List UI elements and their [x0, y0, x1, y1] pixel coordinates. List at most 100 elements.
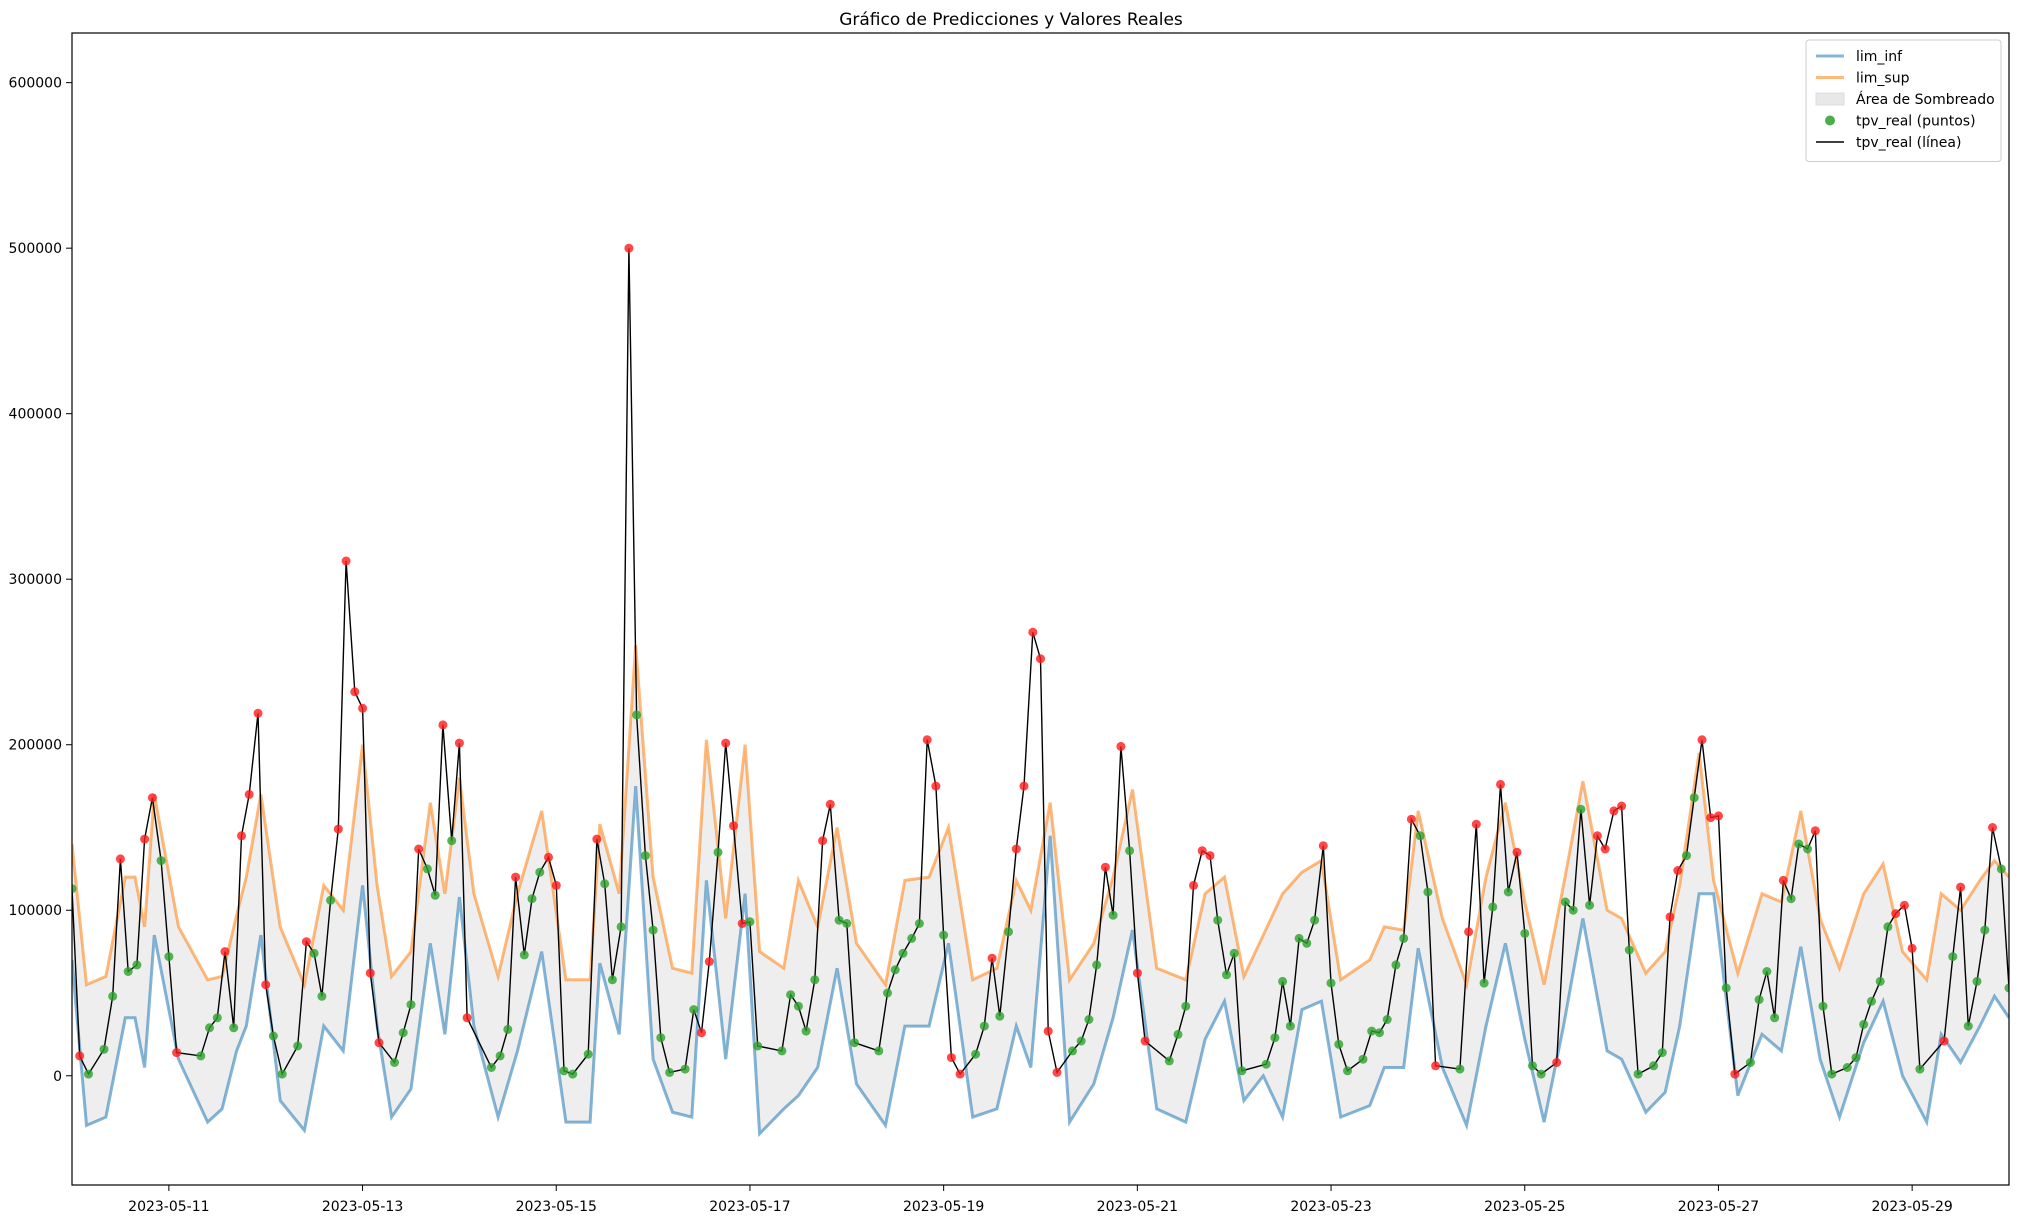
- point-in-range: [1343, 1066, 1352, 1076]
- point-in-range: [1689, 793, 1699, 803]
- point-in-range: [99, 1044, 109, 1054]
- point-out-of-range: [551, 880, 561, 890]
- point-in-range: [1294, 933, 1304, 943]
- point-out-of-range: [1132, 968, 1142, 978]
- point-in-range: [939, 930, 949, 940]
- x-tick-label: 2023-05-25: [1484, 1199, 1565, 1215]
- point-out-of-range: [1600, 844, 1610, 854]
- point-in-range: [1624, 945, 1634, 955]
- point-in-range: [1181, 1001, 1191, 1011]
- point-in-range: [495, 1051, 505, 1061]
- point-in-range: [616, 922, 626, 932]
- point-in-range: [1827, 1069, 1837, 1079]
- point-in-range: [1415, 831, 1425, 841]
- point-in-range: [212, 1013, 222, 1023]
- point-out-of-range: [697, 1028, 706, 1038]
- point-in-range: [1237, 1066, 1247, 1076]
- point-out-of-range: [1189, 880, 1198, 890]
- point-in-range: [648, 925, 658, 935]
- point-out-of-range: [414, 844, 424, 854]
- point-in-range: [1803, 844, 1813, 854]
- x-tick-label: 2023-05-15: [516, 1199, 597, 1215]
- point-in-range: [786, 990, 796, 1000]
- point-out-of-range: [1028, 627, 1038, 637]
- point-in-range: [1818, 1001, 1828, 1011]
- point-out-of-range: [261, 980, 271, 990]
- point-out-of-range: [1810, 826, 1820, 836]
- x-tick-label: 2023-05-19: [903, 1199, 984, 1215]
- point-in-range: [1536, 1069, 1546, 1079]
- point-out-of-range: [374, 1038, 384, 1048]
- point-out-of-range: [922, 735, 932, 745]
- point-in-range: [1842, 1063, 1852, 1072]
- point-in-range: [1326, 978, 1336, 988]
- point-in-range: [1310, 915, 1320, 925]
- point-in-range: [1972, 976, 1982, 986]
- point-in-range: [406, 1000, 416, 1010]
- point-out-of-range: [147, 793, 157, 803]
- point-out-of-range: [1956, 882, 1966, 892]
- legend-swatch-marker: [1825, 115, 1835, 126]
- point-out-of-range: [825, 799, 835, 809]
- y-tick-label: 0: [53, 1069, 62, 1085]
- point-in-range: [123, 967, 133, 976]
- shaded-area: [72, 645, 2009, 1134]
- point-out-of-range: [1011, 844, 1021, 854]
- point-in-range: [656, 1033, 666, 1043]
- point-in-range: [1633, 1069, 1643, 1079]
- point-in-range: [801, 1026, 811, 1036]
- point-out-of-range: [818, 836, 828, 846]
- point-in-range: [447, 836, 457, 846]
- point-in-range: [583, 1049, 593, 1059]
- point-in-range: [1213, 915, 1223, 925]
- point-in-range: [1867, 996, 1876, 1006]
- point-in-range: [1302, 938, 1312, 948]
- point-out-of-range: [1609, 806, 1619, 816]
- point-in-range: [1076, 1036, 1086, 1046]
- point-in-range: [164, 952, 174, 962]
- point-out-of-range: [1406, 814, 1416, 824]
- point-in-range: [1173, 1029, 1183, 1039]
- point-in-range: [1770, 1013, 1780, 1023]
- point-in-range: [810, 975, 820, 985]
- x-tick-label: 2023-05-23: [1290, 1199, 1371, 1215]
- point-in-range: [600, 879, 610, 889]
- point-in-range: [1996, 864, 2006, 874]
- point-in-range: [1859, 1019, 1869, 1029]
- point-in-range: [196, 1051, 206, 1061]
- point-in-range: [1520, 928, 1530, 938]
- legend-swatch-patch: [1815, 92, 1845, 106]
- point-in-range: [317, 991, 327, 1001]
- point-in-range: [559, 1066, 569, 1076]
- point-in-range: [1794, 839, 1804, 849]
- point-in-range: [689, 1005, 699, 1015]
- point-in-range: [1754, 995, 1764, 1005]
- point-in-range: [1657, 1048, 1667, 1058]
- point-out-of-range: [462, 1013, 472, 1023]
- point-in-range: [1278, 976, 1288, 986]
- point-in-range: [1261, 1059, 1271, 1069]
- point-out-of-range: [1464, 927, 1474, 937]
- point-out-of-range: [1552, 1058, 1562, 1067]
- point-out-of-range: [1907, 943, 1917, 953]
- point-out-of-range: [737, 919, 747, 928]
- point-out-of-range: [1052, 1067, 1062, 1077]
- point-out-of-range: [358, 703, 368, 713]
- legend-label: tpv_real (línea): [1856, 135, 1961, 151]
- point-out-of-range: [1116, 741, 1126, 751]
- point-in-range: [326, 895, 336, 905]
- point-in-range: [777, 1046, 787, 1056]
- point-out-of-range: [592, 834, 602, 844]
- point-in-range: [519, 950, 529, 960]
- point-in-range: [1560, 897, 1570, 907]
- point-in-range: [995, 1011, 1005, 1021]
- point-out-of-range: [220, 947, 230, 957]
- point-in-range: [1382, 1015, 1392, 1024]
- point-in-range: [607, 975, 617, 985]
- point-in-range: [1270, 1033, 1280, 1043]
- point-in-range: [1084, 1015, 1094, 1024]
- point-out-of-range: [1512, 847, 1522, 857]
- point-in-range: [72, 884, 77, 894]
- point-out-of-range: [511, 872, 521, 882]
